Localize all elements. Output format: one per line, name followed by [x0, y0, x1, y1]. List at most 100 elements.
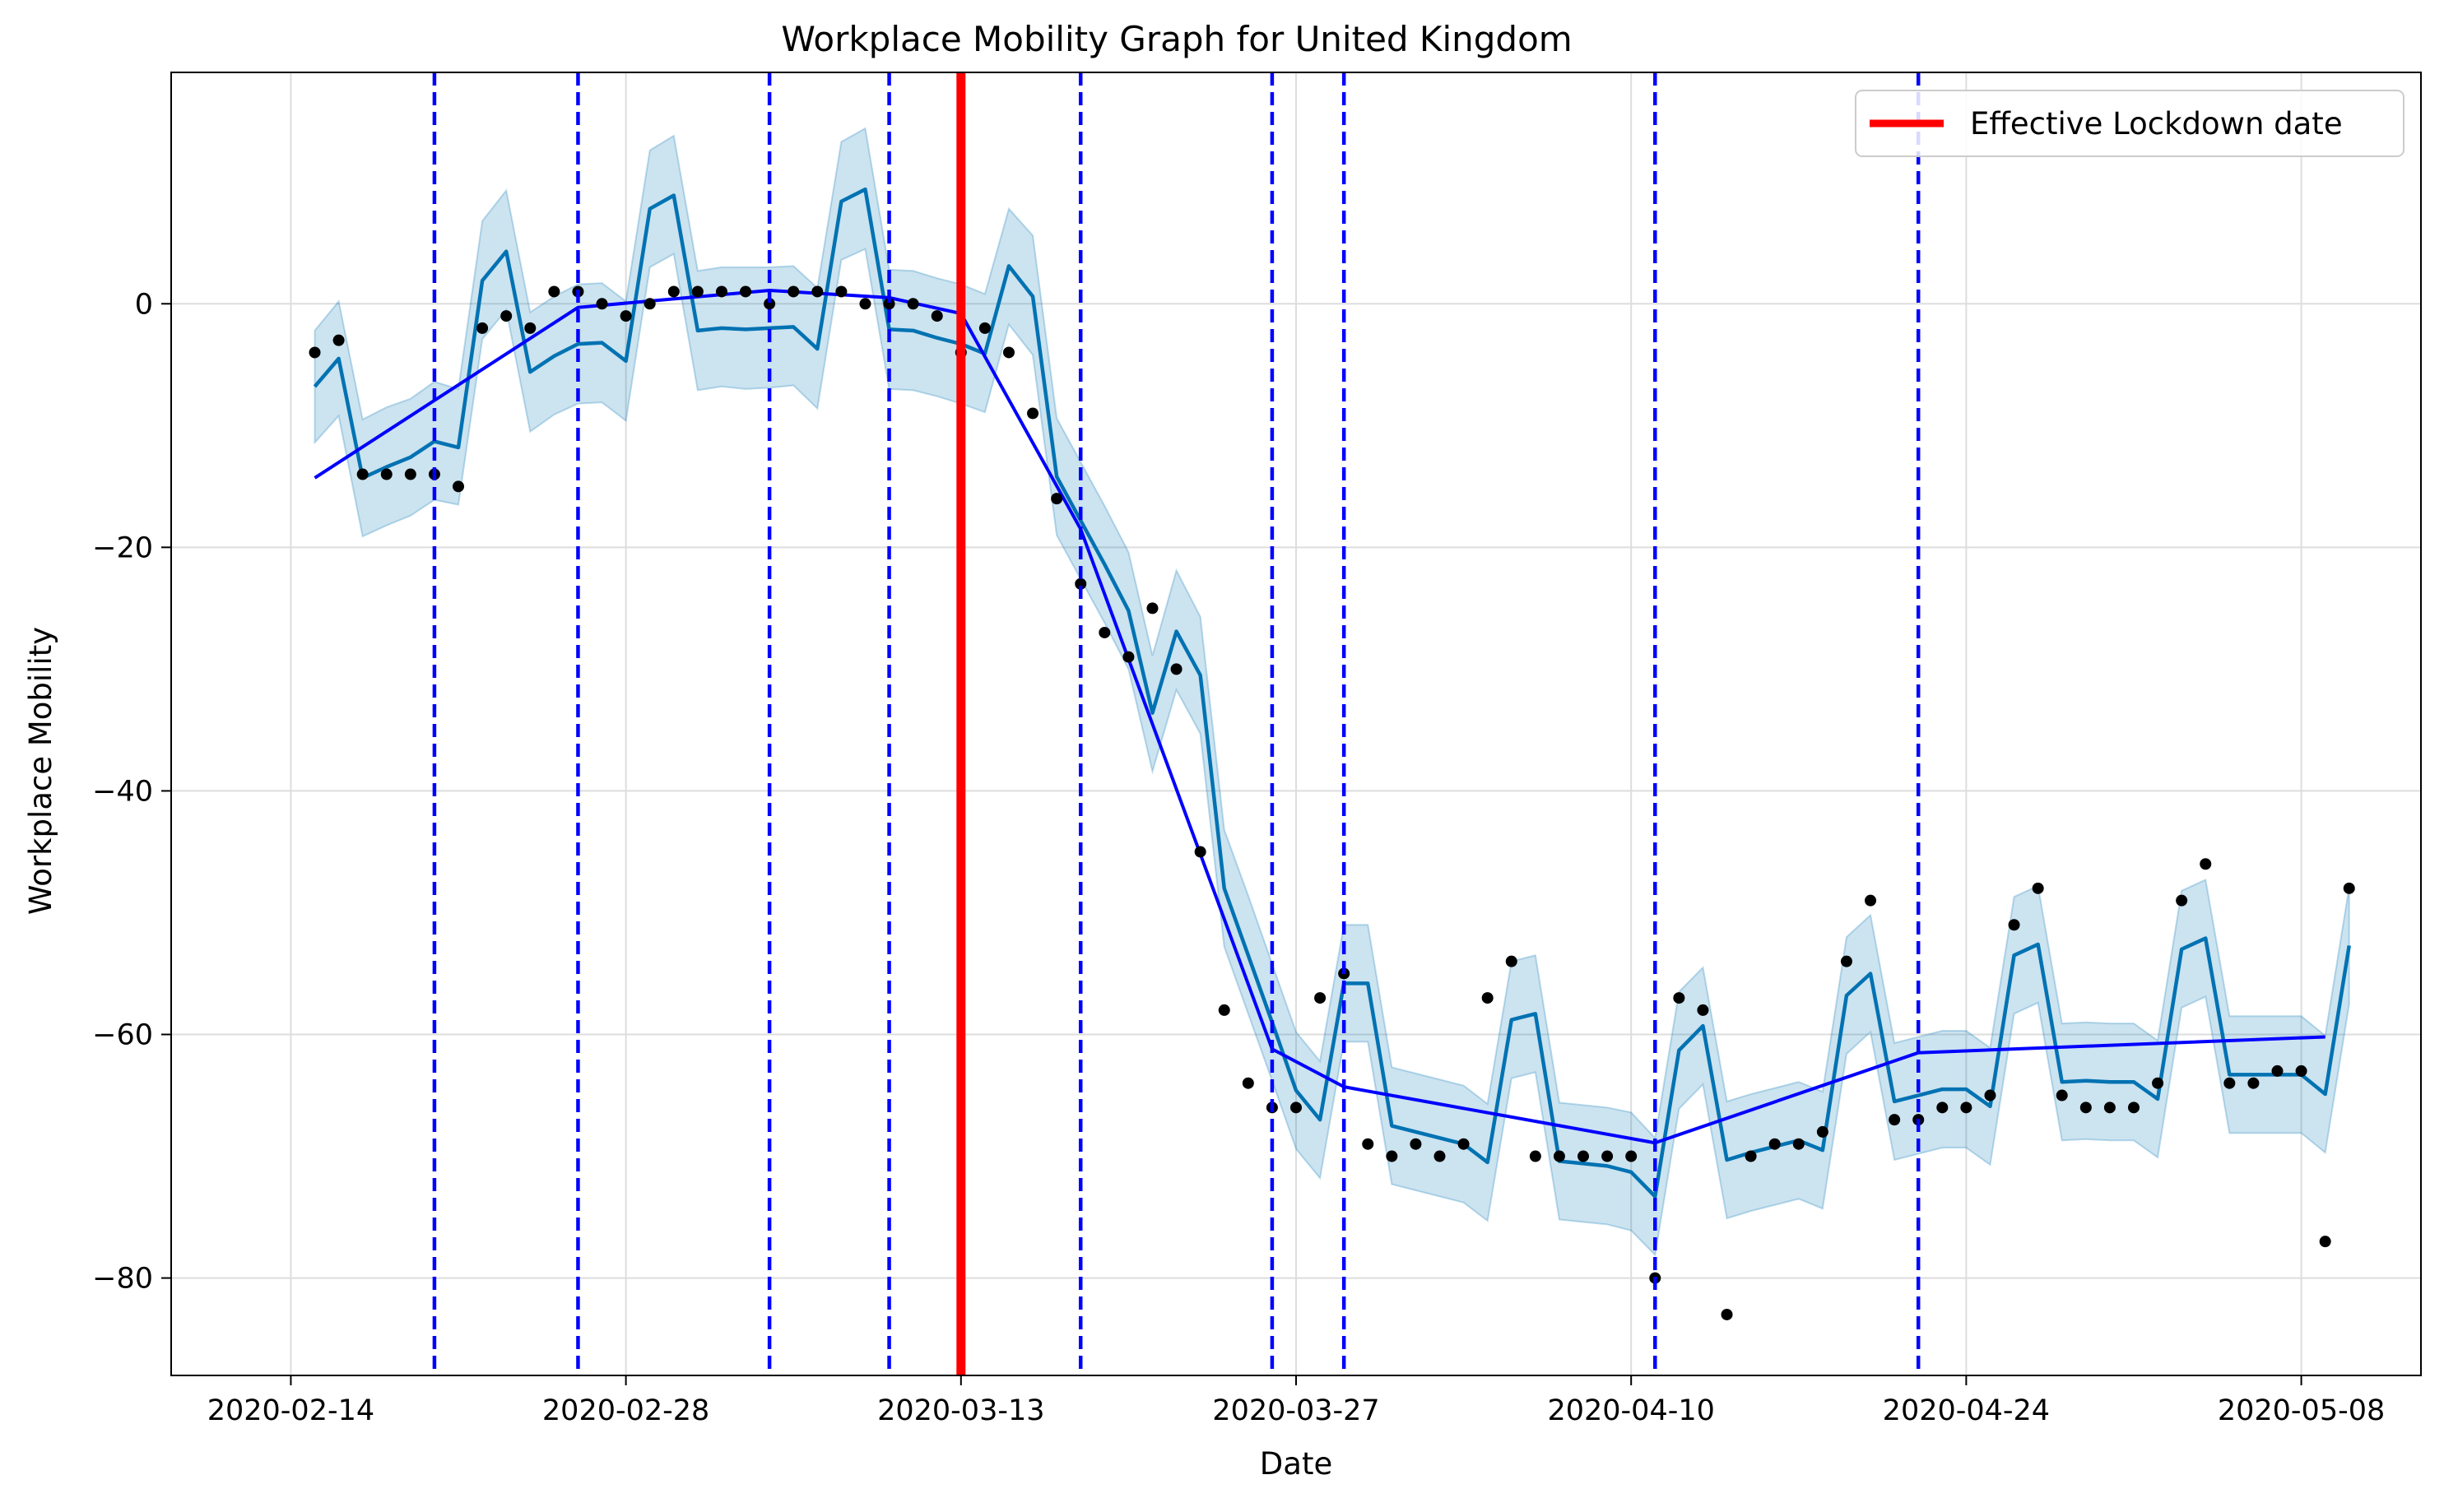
observed-point: [1816, 1125, 1828, 1138]
observed-point: [476, 322, 489, 334]
y-tick-label: −40: [92, 775, 153, 808]
observed-point: [1697, 1004, 1709, 1016]
observed-point: [1218, 1004, 1230, 1016]
observed-point: [1027, 407, 1039, 420]
x-tick-label: 2020-03-27: [1212, 1394, 1379, 1427]
observed-points: [309, 285, 2355, 1320]
forecast-line-group: [313, 187, 2351, 1199]
x-tick-label: 2020-02-14: [207, 1394, 374, 1427]
y-tick-label: −20: [92, 531, 153, 564]
observed-point: [2295, 1064, 2307, 1077]
observed-point: [1290, 1102, 1302, 1114]
observed-point: [1936, 1102, 1949, 1114]
forecast-line: [313, 187, 2351, 1199]
observed-point: [1721, 1308, 1733, 1320]
observed-point: [2032, 882, 2044, 894]
x-tick-label: 2020-03-13: [877, 1394, 1044, 1427]
observed-point: [1553, 1150, 1565, 1162]
observed-point: [1242, 1077, 1254, 1089]
observed-point: [2319, 1236, 2331, 1248]
observed-point: [2176, 894, 2188, 907]
observed-point: [2079, 1102, 2092, 1114]
x-tick-label: 2020-04-10: [1547, 1394, 1714, 1427]
observed-point: [859, 298, 871, 310]
observed-point: [309, 346, 321, 359]
y-tick-label: 0: [135, 288, 153, 321]
observed-point: [1481, 992, 1494, 1004]
observed-point: [1625, 1150, 1638, 1162]
observed-point: [2200, 858, 2212, 870]
observed-point: [1792, 1138, 1805, 1150]
observed-point: [1840, 955, 1852, 967]
observed-point: [500, 310, 513, 322]
y-axis-label: Workplace Mobility: [23, 627, 58, 915]
observed-point: [740, 285, 752, 298]
chart-title: Workplace Mobility Graph for United King…: [781, 19, 1572, 59]
observed-point: [1386, 1150, 1398, 1162]
observed-point: [644, 298, 656, 310]
observed-point: [596, 298, 608, 310]
observed-point: [2152, 1077, 2164, 1089]
observed-point: [1122, 651, 1135, 663]
observed-point: [1889, 1114, 1901, 1126]
observed-point: [1146, 602, 1159, 615]
observed-point: [2056, 1089, 2068, 1102]
observed-point: [332, 334, 345, 346]
y-tick-label: −60: [92, 1018, 153, 1051]
observed-point: [691, 285, 704, 298]
observed-point: [1601, 1150, 1614, 1162]
observed-point: [1410, 1138, 1422, 1150]
observed-point: [1529, 1150, 1541, 1162]
x-tick-label: 2020-02-28: [542, 1394, 709, 1427]
observed-point: [2271, 1064, 2284, 1077]
observed-point: [2103, 1102, 2116, 1114]
x-axis-label: Date: [1260, 1446, 1332, 1482]
observed-point: [1577, 1150, 1590, 1162]
uncertainty-band: [314, 127, 2350, 1257]
observed-point: [764, 298, 776, 310]
observed-point: [1002, 346, 1015, 359]
changepoint-lines: [432, 72, 1921, 1375]
observed-point: [788, 285, 800, 298]
observed-point: [931, 310, 943, 322]
observed-point: [453, 480, 465, 493]
y-tick-label: −80: [92, 1263, 153, 1296]
observed-point: [715, 285, 727, 298]
observed-point: [2343, 882, 2355, 894]
observed-point: [1865, 894, 1877, 907]
observed-point: [2247, 1077, 2260, 1089]
observed-point: [1505, 955, 1517, 967]
observed-point: [1673, 992, 1685, 1004]
legend-label-lockdown: Effective Lockdown date: [1970, 106, 2343, 141]
observed-point: [380, 468, 393, 480]
observed-point: [1960, 1102, 1972, 1114]
observed-point: [548, 285, 560, 298]
observed-point: [978, 322, 991, 334]
legend: Effective Lockdown date: [1855, 90, 2405, 157]
observed-point: [835, 285, 848, 298]
x-axis-ticks: 2020-02-14 2020-02-28 2020-03-13 2020-03-27…: [207, 1375, 2385, 1427]
y-axis-ticks: 0 −20 −40 −60 −80: [92, 288, 171, 1296]
observed-point: [620, 310, 632, 322]
legend-box: [1855, 90, 2405, 157]
x-tick-label: 2020-05-08: [2218, 1394, 2385, 1427]
observed-point: [1745, 1150, 1757, 1162]
observed-point: [811, 285, 824, 298]
observed-point: [907, 298, 919, 310]
observed-point: [667, 285, 680, 298]
observed-point: [1362, 1138, 1374, 1150]
observed-point: [524, 322, 537, 334]
observed-point: [1314, 992, 1327, 1004]
observed-point: [2127, 1102, 2140, 1114]
observed-point: [1768, 1138, 1781, 1150]
uncertainty-band-area: [314, 127, 2350, 1257]
observed-point: [1433, 1150, 1446, 1162]
observed-point: [1051, 493, 1063, 505]
observed-point: [1170, 663, 1183, 675]
observed-point: [356, 468, 369, 480]
observed-point: [883, 298, 895, 310]
observed-point: [2223, 1077, 2236, 1089]
